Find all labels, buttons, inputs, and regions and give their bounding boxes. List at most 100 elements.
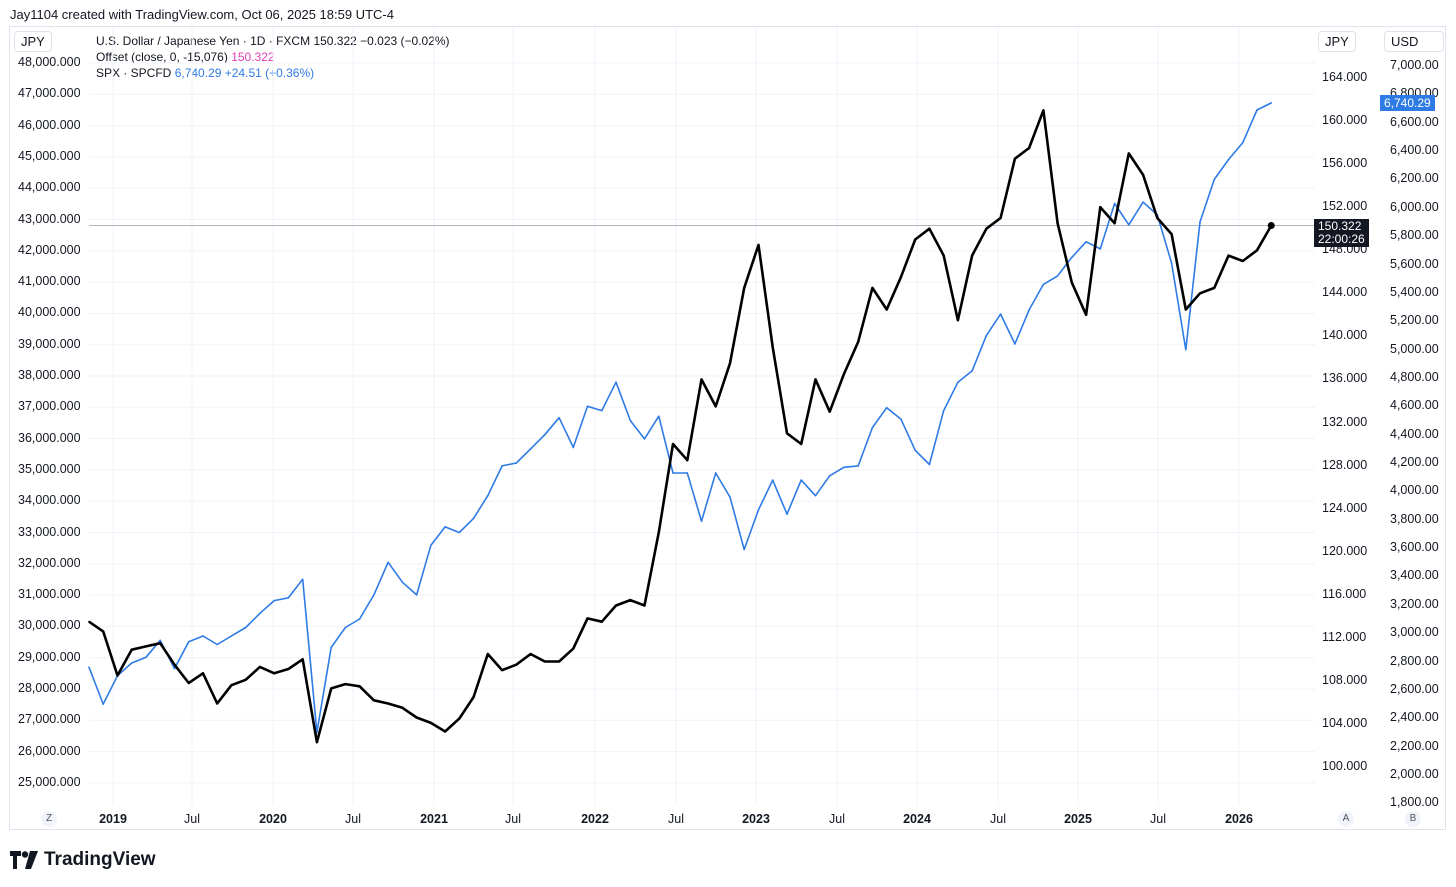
spx-data-point: [1042, 283, 1045, 286]
spx-data-point: [387, 561, 389, 564]
spx-data-point: [843, 466, 845, 469]
left-axis-tick: 34,000.000: [18, 493, 81, 508]
spx-data-point: [159, 639, 162, 642]
spx-data-point: [586, 405, 589, 408]
usdjpy-axis-tick: 160.000: [1322, 113, 1368, 128]
usdjpy-data-point: [1213, 287, 1216, 289]
usdjpy-data-point: [1085, 314, 1087, 316]
usdjpy-axis-tick: 156.000: [1322, 156, 1368, 171]
usdjpy-data-point: [116, 674, 119, 677]
scale-button[interactable]: B: [1405, 811, 1421, 827]
spx-data-point: [102, 703, 105, 705]
legend-spx-title: SPX · SPCFD: [96, 66, 172, 80]
left-axis-tick: 39,000.000: [18, 336, 81, 351]
usdjpy-data-point: [672, 443, 674, 445]
x-axis-tick: Jul: [829, 812, 845, 826]
spx-axis-tick: 5,000.00: [1390, 341, 1439, 356]
spx-data-point: [145, 656, 147, 659]
left-axis-tick: 44,000.000: [18, 180, 81, 195]
spx-data-point: [999, 313, 1002, 315]
left-axis-tick: 28,000.000: [18, 681, 81, 695]
tradingview-logo[interactable]: TradingView: [10, 849, 156, 871]
spx-data-point: [729, 496, 731, 498]
spx-axis-tick: 2,600.00: [1390, 681, 1439, 696]
usdjpy-data-point: [216, 702, 218, 705]
usdjpy-data-point: [928, 227, 931, 230]
timezone-button[interactable]: Z: [41, 811, 57, 827]
usdjpy-data-point: [316, 741, 318, 744]
usdjpy-data-point: [814, 378, 817, 381]
left-axis-tick: 35,000.000: [18, 461, 81, 476]
usdjpy-data-point: [615, 604, 617, 607]
usdjpy-axis-tick: 128.000: [1322, 457, 1368, 472]
usdjpy-data-point: [1256, 249, 1258, 252]
usdjpy-axis-currency-button[interactable]: JPY: [1318, 31, 1356, 52]
left-axis-tick: 46,000.000: [18, 117, 81, 132]
usdjpy-data-point: [187, 682, 190, 684]
legend-usdjpy-title: U.S. Dollar / Japanese Yen · 1D · FXCM: [96, 34, 311, 48]
spx-data-point: [301, 578, 304, 581]
spx-data-point: [615, 381, 617, 384]
left-axis-tick: 37,000.000: [18, 399, 81, 414]
legend-spx-row[interactable]: SPX · SPCFD 6,740.29 +24.51 (+0.36%): [96, 65, 450, 81]
spx-data-point: [700, 520, 703, 522]
legend-offset-title: Offset (close, 0, -15,076): [96, 50, 228, 64]
usdjpy-series-line: [88, 109, 1273, 744]
usdjpy-axis-tick: 140.000: [1322, 328, 1368, 343]
spx-data-point: [444, 526, 446, 528]
spx-data-point: [487, 494, 489, 497]
x-axis-tick: Jul: [184, 812, 200, 826]
usdjpy-data-point: [487, 653, 489, 655]
usdjpy-data-point: [1113, 222, 1116, 225]
spx-data-point: [957, 381, 959, 384]
spx-data-point: [88, 666, 90, 669]
usdjpy-data-point: [971, 254, 973, 257]
spx-data-point: [216, 643, 218, 646]
x-axis-tick: 2023: [742, 812, 770, 826]
spx-data-point: [1056, 275, 1059, 277]
auto-scale-button[interactable]: A: [1338, 811, 1354, 827]
usdjpy-data-point: [643, 604, 646, 607]
usdjpy-axis-tick: 124.000: [1322, 500, 1368, 515]
spx-data-point: [1199, 221, 1201, 223]
left-axis-tick: 47,000.000: [18, 86, 81, 101]
spx-data-point: [1128, 224, 1130, 226]
x-axis-tick: 2022: [581, 812, 609, 826]
x-axis-tick: Jul: [505, 812, 521, 826]
left-axis-tick: 41,000.000: [18, 274, 81, 289]
spx-data-point: [415, 594, 418, 596]
usdjpy-data-point: [230, 684, 233, 686]
spx-axis-currency-button[interactable]: USD: [1384, 31, 1444, 52]
spx-data-point: [871, 426, 874, 429]
left-axis-tick: 43,000.000: [18, 211, 81, 226]
spx-data-point: [1256, 109, 1258, 111]
spx-data-point: [1113, 202, 1116, 205]
spx-data-point: [558, 416, 560, 419]
usdjpy-data-point: [800, 443, 803, 445]
usdjpy-data-point: [1241, 260, 1244, 262]
left-axis-currency-button[interactable]: JPY: [14, 31, 52, 52]
spx-data-point: [501, 465, 503, 467]
left-axis-tick: 25,000.000: [18, 774, 81, 789]
legend-usdjpy-row[interactable]: U.S. Dollar / Japanese Yen · 1D · FXCM 1…: [96, 33, 450, 49]
left-axis-tick: 33,000.000: [18, 524, 81, 539]
x-axis-tick: 2019: [99, 812, 127, 826]
x-axis-tick: Jul: [345, 812, 361, 826]
spx-axis-tick: 3,800.00: [1390, 511, 1439, 526]
left-axis-tick: 48,000.000: [18, 55, 81, 69]
spx-data-point: [800, 479, 803, 481]
usdjpy-data-point: [373, 699, 375, 702]
legend-offset-row[interactable]: Offset (close, 0, -15,076) 150.322: [96, 49, 450, 65]
spx-axis-tick: 5,600.00: [1390, 256, 1439, 271]
spx-data-point: [1241, 141, 1244, 144]
usdjpy-data-point: [942, 254, 945, 257]
usdjpy-data-point: [1028, 147, 1030, 149]
spx-data-point: [900, 418, 902, 420]
spx-data-point: [714, 472, 717, 474]
usdjpy-data-point: [544, 660, 546, 663]
x-axis-tick: Jul: [668, 812, 684, 826]
spx-axis-tick: 3,200.00: [1390, 596, 1439, 611]
usdjpy-data-point: [700, 378, 703, 381]
left-axis-tick: 26,000.000: [18, 743, 81, 758]
